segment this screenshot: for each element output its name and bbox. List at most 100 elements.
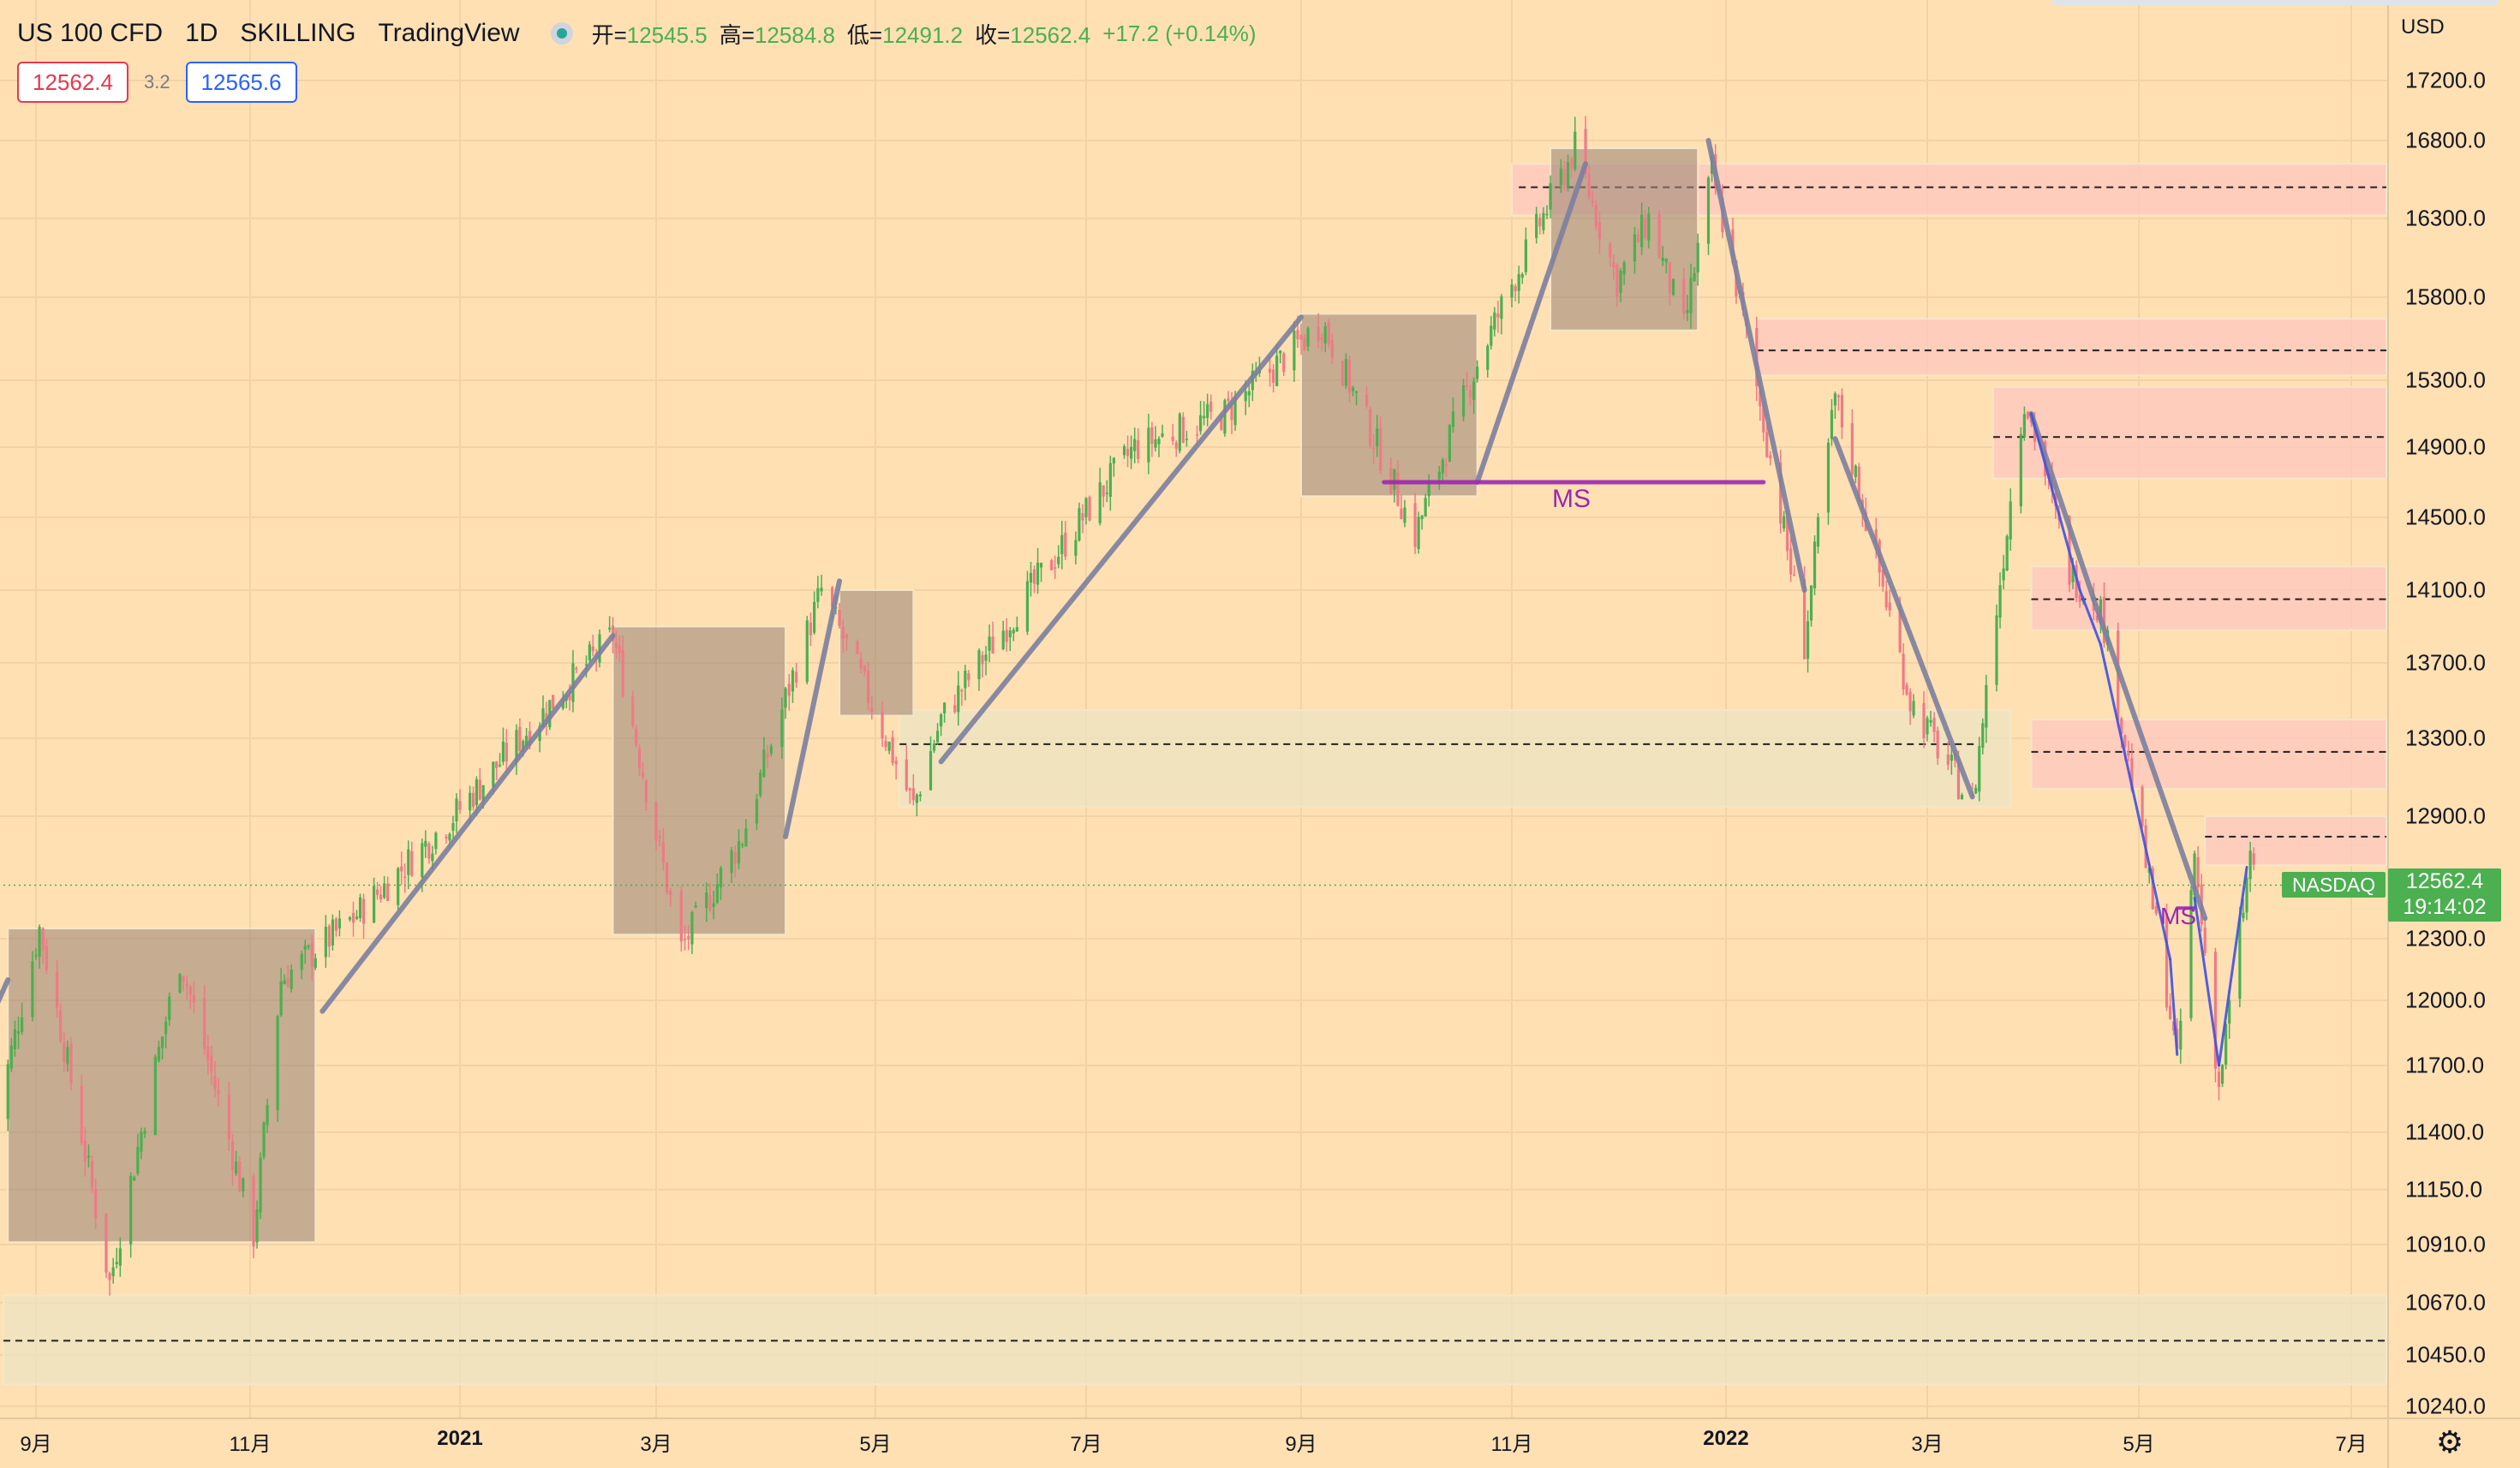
candle: [621, 635, 624, 699]
ms-label-1[interactable]: MS: [1552, 485, 1591, 513]
candle: [1946, 741, 1950, 771]
candle: [1932, 712, 1936, 743]
close-label: 收=: [975, 21, 1011, 48]
candle: [21, 1002, 24, 1035]
candle: [1369, 406, 1372, 449]
candle: [424, 830, 427, 858]
candle: [255, 1200, 259, 1249]
candle: [1209, 394, 1213, 420]
candle: [1105, 480, 1108, 503]
candle: [1644, 210, 1647, 241]
trend-line: [938, 314, 1304, 765]
candle: [665, 861, 669, 895]
blue-trend-line: [2169, 958, 2179, 1056]
trend-line: [0, 977, 11, 1004]
resistance-zone: [1755, 318, 2387, 377]
trend-line: [1705, 138, 1807, 593]
candle: [863, 665, 867, 677]
candle: [1912, 694, 1915, 719]
candle: [1510, 278, 1514, 307]
candle: [185, 976, 188, 1000]
candle: [1039, 562, 1043, 582]
candle: [1929, 710, 1932, 727]
time-tick-label: 2021: [437, 1427, 483, 1450]
settings-gear-icon[interactable]: ⚙: [2435, 1424, 2464, 1459]
candle: [133, 1175, 136, 1181]
candle: [427, 841, 431, 864]
candle: [905, 745, 908, 792]
candle: [1974, 784, 1978, 795]
candle: [1365, 386, 1369, 409]
resistance-zone: [2030, 719, 2387, 791]
ms-label-2[interactable]: MS: [2160, 903, 2196, 929]
candle: [2141, 785, 2144, 830]
candle: [891, 730, 894, 767]
candle: [41, 927, 45, 964]
candle: [820, 575, 823, 596]
candle: [13, 1020, 17, 1057]
candle: [45, 939, 48, 975]
candle: [1686, 295, 1689, 321]
candle: [1441, 457, 1444, 480]
candle: [1372, 433, 1376, 464]
candle: [1074, 531, 1078, 564]
candle: [635, 725, 638, 749]
candle: [94, 1178, 98, 1230]
candle: [310, 934, 314, 982]
candle: [471, 786, 475, 811]
candle: [588, 641, 591, 664]
sell-button[interactable]: 12562.4: [17, 62, 128, 103]
candle: [690, 910, 694, 954]
time-tick-label: 2022: [1703, 1427, 1749, 1450]
currency-label[interactable]: USD: [2401, 15, 2445, 39]
candle: [242, 1177, 245, 1198]
candle: [1444, 457, 1448, 478]
candle: [1574, 116, 1577, 172]
candle: [397, 867, 400, 910]
candle: [1490, 316, 1493, 350]
source-label: SKILLING: [240, 19, 356, 47]
candle: [809, 612, 813, 647]
candle: [515, 724, 518, 775]
buy-button[interactable]: 12565.6: [185, 62, 297, 103]
price-tick-label: 10670.0: [2405, 1289, 2486, 1316]
candle: [1647, 206, 1651, 248]
candle: [105, 1213, 108, 1279]
candle: [957, 671, 960, 726]
candle: [644, 779, 648, 812]
candle: [1154, 426, 1157, 452]
candle: [915, 793, 918, 816]
time-tick-label: 7月: [1070, 1433, 1102, 1456]
candle: [1347, 355, 1352, 403]
ohlc-open: 开=12545.5: [592, 18, 708, 50]
trend-line: [1832, 436, 1975, 800]
candle: [881, 701, 884, 747]
candle: [1098, 468, 1102, 526]
candle: [337, 910, 342, 937]
candle: [1157, 436, 1161, 457]
candle: [108, 1271, 111, 1296]
price-tick-label: 16800.0: [2405, 127, 2486, 153]
market-status-icon[interactable]: [550, 22, 573, 45]
candle: [1330, 333, 1334, 364]
candle: [683, 925, 687, 951]
candle: [1566, 154, 1570, 192]
candle: [1559, 158, 1562, 194]
interval-label[interactable]: 1D: [185, 19, 218, 47]
candle: [1622, 260, 1626, 285]
candle: [182, 976, 185, 992]
candle: [1636, 229, 1640, 243]
candle: [87, 1144, 91, 1168]
candle: [694, 901, 697, 909]
price-tick-label: 13300.0: [2405, 725, 2486, 751]
candle: [845, 634, 849, 651]
candle: [816, 576, 820, 609]
symbol-name[interactable]: US 100 CFD: [17, 19, 164, 47]
candle: [217, 1078, 220, 1107]
candle: [2252, 847, 2255, 871]
price-tick-label: 11700.0: [2405, 1052, 2485, 1078]
candle: [90, 1155, 94, 1194]
candle: [266, 1098, 269, 1133]
candle: [1549, 175, 1552, 219]
